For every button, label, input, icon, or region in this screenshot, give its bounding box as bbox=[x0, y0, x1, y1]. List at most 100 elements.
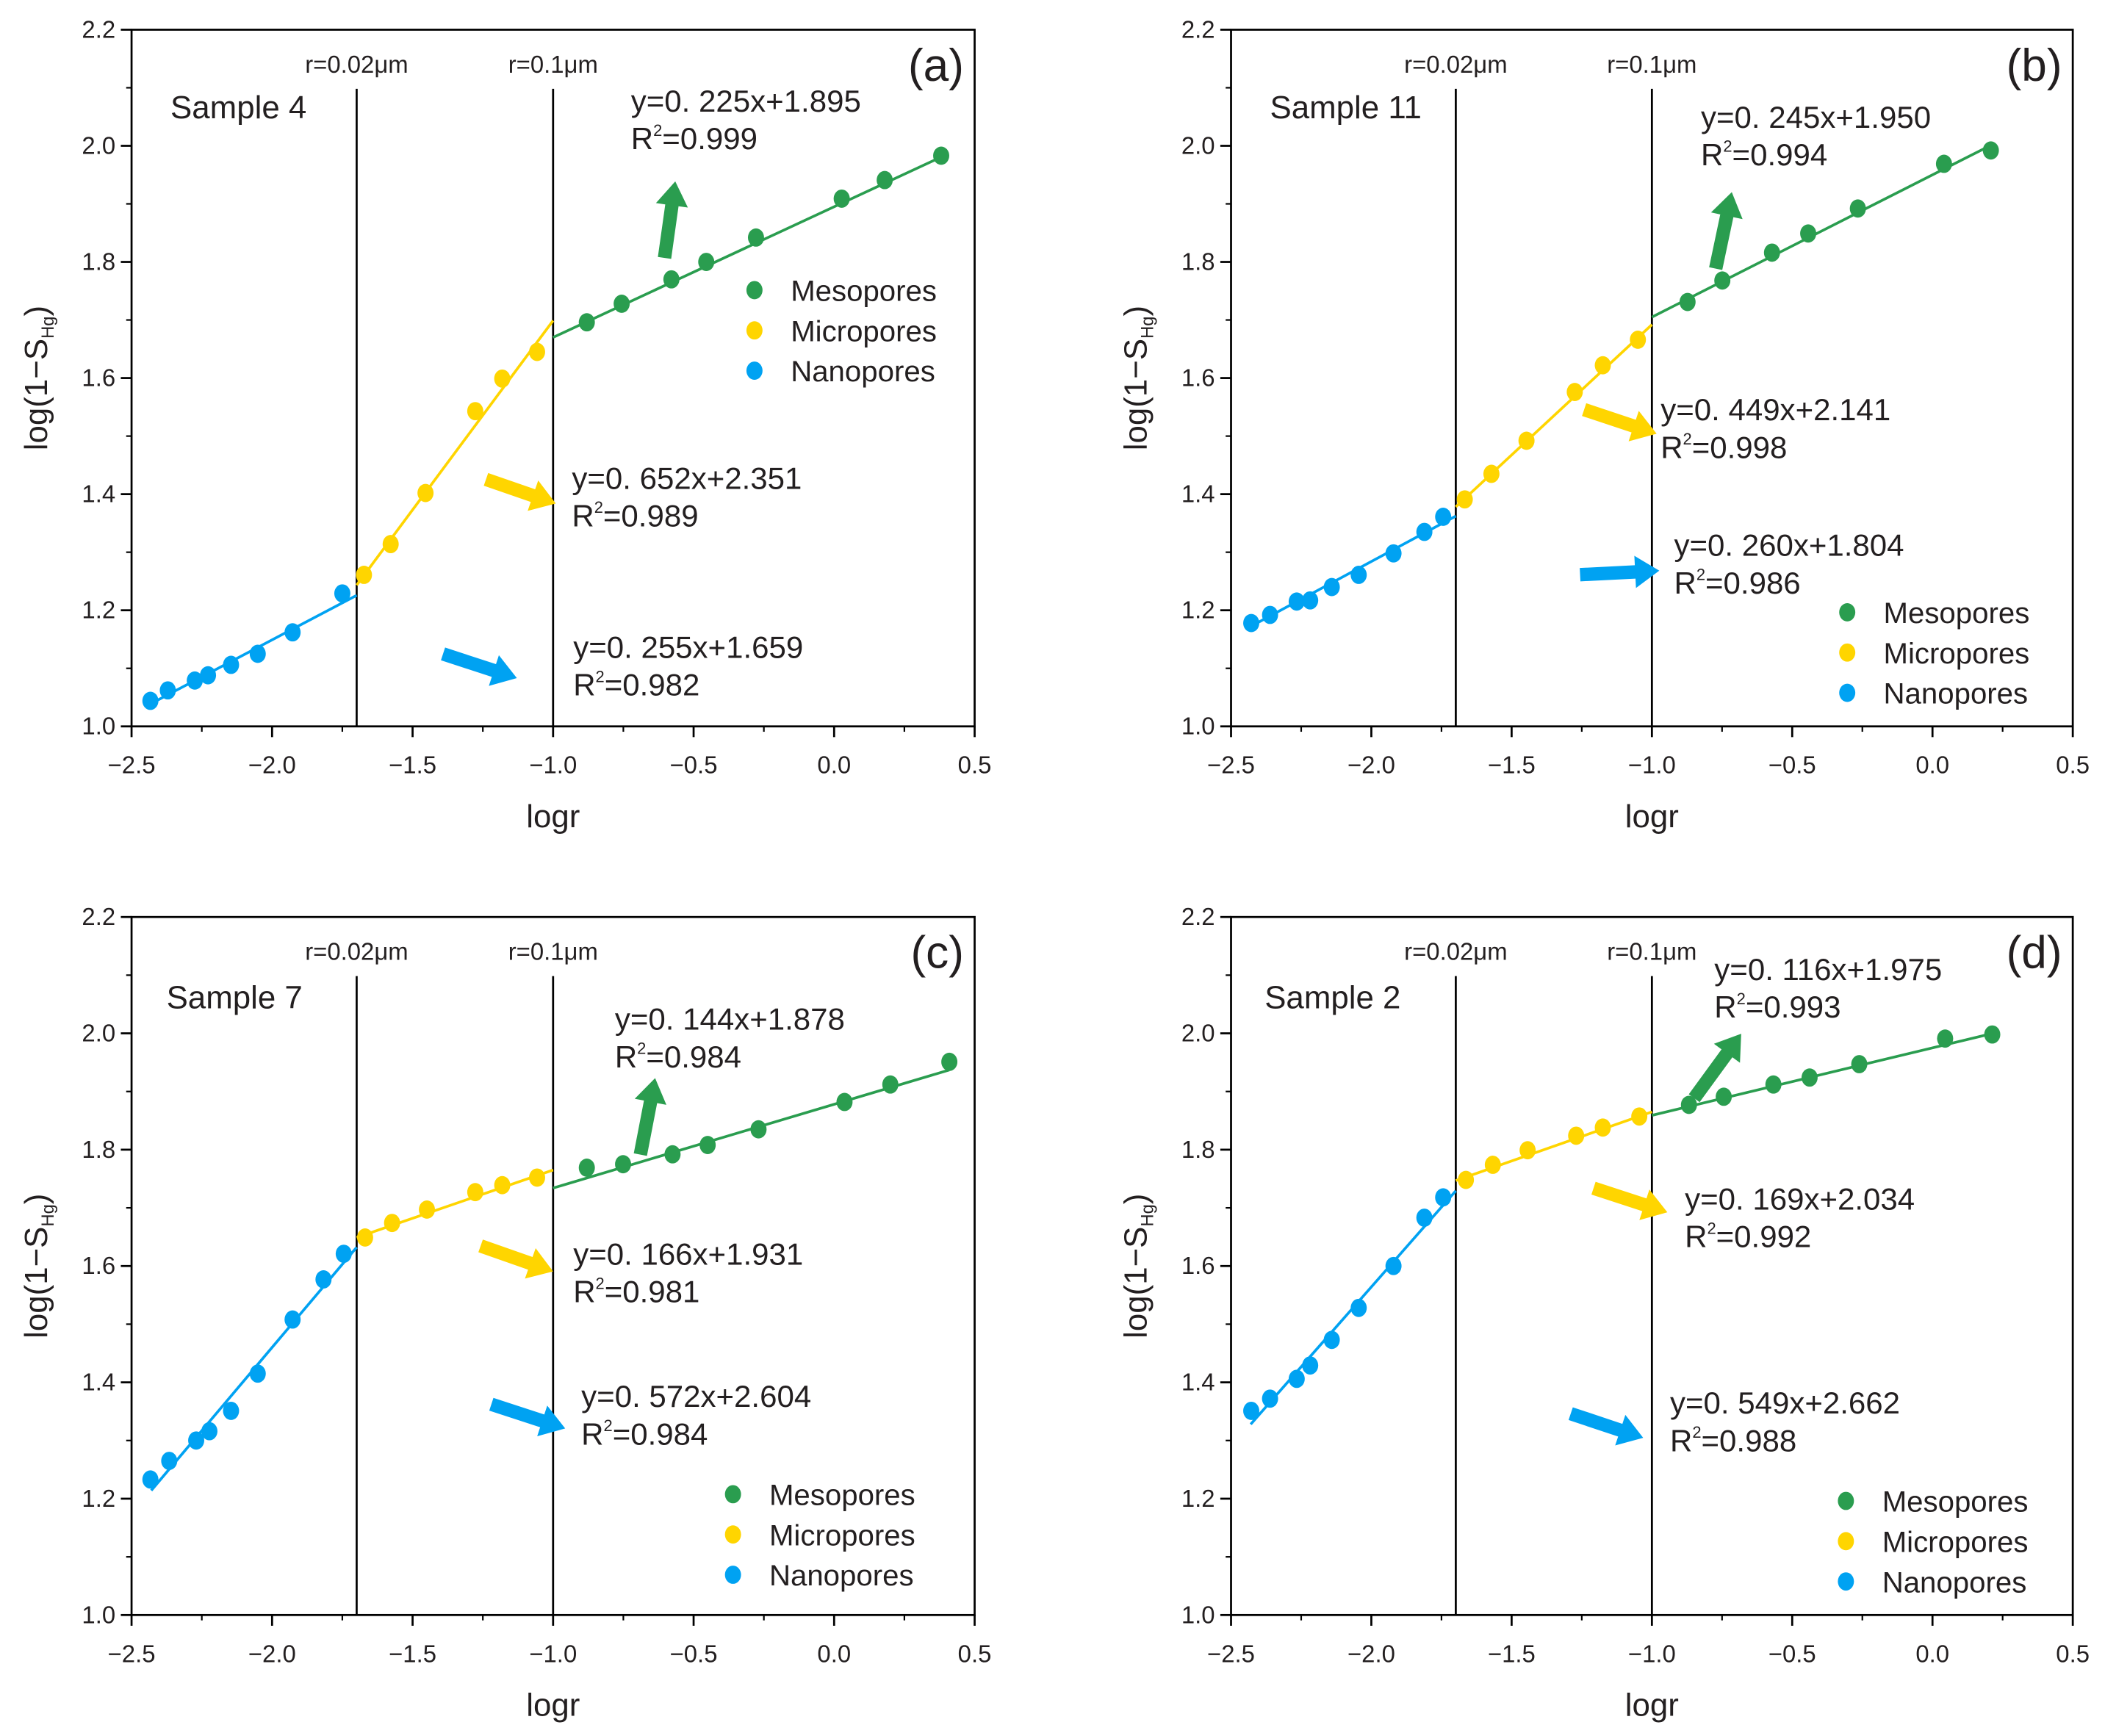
y-axis-label-end: ) bbox=[18, 306, 54, 317]
mesopores-point bbox=[615, 1155, 631, 1174]
legend-label-mesopores: Mesopores bbox=[791, 275, 937, 308]
x-tick-label: −2.0 bbox=[1347, 1640, 1395, 1667]
legend-label-micropores: Micropores bbox=[1884, 637, 2030, 670]
sample-label: Sample 2 bbox=[1264, 979, 1400, 1015]
legend-label-nanopores: Nanopores bbox=[1884, 677, 2029, 710]
nanopores-arrow-icon bbox=[489, 1397, 566, 1436]
r2-superscript: 2 bbox=[604, 1416, 613, 1435]
mesopores-equation: y=0. 225x+1.895 bbox=[631, 84, 861, 118]
r2-superscript: 2 bbox=[1683, 430, 1692, 448]
micropores-point bbox=[356, 1228, 373, 1247]
legend-marker-mesopores bbox=[1838, 1491, 1854, 1510]
legend-marker-mesopores bbox=[724, 1485, 741, 1504]
y-tick-label: 1.0 bbox=[1181, 713, 1215, 740]
y-tick-label: 1.2 bbox=[1181, 1485, 1215, 1512]
legend-label-micropores: Micropores bbox=[769, 1519, 915, 1552]
x-tick-label: 0.0 bbox=[817, 752, 851, 779]
y-tick-label: 1.4 bbox=[1181, 480, 1215, 508]
micropores-equation: y=0. 166x+1.931 bbox=[573, 1236, 803, 1271]
mesopores-point bbox=[1801, 1068, 1818, 1087]
y-tick-label: 1.0 bbox=[82, 713, 115, 740]
nanopores-point bbox=[142, 691, 159, 710]
nanopores-point bbox=[1262, 605, 1278, 624]
x-tick-label: −0.5 bbox=[1768, 1640, 1816, 1667]
y-tick-label: 1.0 bbox=[82, 1601, 115, 1628]
nanopores-point bbox=[249, 1364, 266, 1383]
nanopores-point bbox=[1385, 1256, 1402, 1275]
mesopores-r2: R2=0.984 bbox=[615, 1040, 741, 1074]
mesopores-point bbox=[941, 1052, 958, 1071]
nanopores-point bbox=[1288, 1369, 1305, 1389]
panel-label: (a) bbox=[908, 40, 964, 91]
y-axis-label: log(1−SHg) bbox=[1118, 1194, 1157, 1339]
boundary-label: r=0.02μm bbox=[305, 938, 408, 965]
y-tick-label: 1.8 bbox=[1181, 248, 1215, 275]
mesopores-equation: y=0. 116x+1.975 bbox=[1714, 952, 1942, 987]
nanopores-point bbox=[284, 1310, 301, 1329]
mesopores-point bbox=[833, 189, 850, 208]
x-tick-label: −1.5 bbox=[389, 1640, 436, 1667]
y-axis-label: log(1−SHg) bbox=[18, 306, 58, 450]
micropores-equation: y=0. 652x+2.351 bbox=[572, 461, 802, 495]
panel-label: (d) bbox=[2007, 928, 2062, 979]
nanopores-point bbox=[223, 1401, 240, 1420]
micropores-point bbox=[1458, 1170, 1475, 1189]
y-axis-label-sub: Hg bbox=[38, 317, 58, 339]
r2-value: =0.993 bbox=[1746, 990, 1841, 1024]
micropores-point bbox=[529, 342, 545, 361]
legend-label-mesopores: Mesopores bbox=[1884, 597, 2030, 630]
legend-marker-nanopores bbox=[1839, 683, 1856, 702]
r2-superscript: 2 bbox=[594, 498, 603, 516]
x-tick-label: −1.0 bbox=[529, 752, 577, 779]
x-tick-label: −1.0 bbox=[1628, 752, 1676, 779]
r2-superscript: 2 bbox=[637, 1040, 646, 1058]
y-axis-label-sub: Hg bbox=[38, 1204, 58, 1226]
mesopores-point bbox=[1679, 292, 1696, 311]
x-tick-label: −2.5 bbox=[1207, 752, 1255, 779]
nanopores-point bbox=[188, 1431, 204, 1450]
boundary-label: r=0.1μm bbox=[508, 938, 598, 965]
y-axis-label-end: ) bbox=[18, 1194, 54, 1205]
micropores-point bbox=[1483, 464, 1500, 483]
nanopores-arrow-icon bbox=[1580, 555, 1660, 588]
legend-label-nanopores: Nanopores bbox=[791, 355, 935, 388]
micropores-point bbox=[529, 1168, 545, 1187]
mesopores-point bbox=[1716, 1087, 1732, 1106]
r2-letter: R bbox=[1685, 1220, 1707, 1254]
y-axis-label-main: log(1−S bbox=[18, 339, 54, 450]
micropores-point bbox=[417, 483, 434, 503]
r2-superscript: 2 bbox=[1707, 1219, 1716, 1237]
micropores-point bbox=[1594, 1118, 1611, 1137]
x-tick-label: −2.5 bbox=[108, 752, 156, 779]
r2-superscript: 2 bbox=[596, 667, 605, 685]
micropores-point bbox=[384, 1214, 400, 1233]
y-tick-label: 1.6 bbox=[82, 1252, 115, 1279]
x-tick-label: 0.5 bbox=[2056, 1640, 2090, 1667]
mesopores-point bbox=[933, 146, 949, 165]
micropores-r2: R2=0.989 bbox=[572, 498, 698, 533]
mesopores-arrow-icon bbox=[1709, 192, 1743, 270]
mesopores-arrow-icon bbox=[1688, 1034, 1741, 1103]
micropores-r2: R2=0.992 bbox=[1685, 1219, 1811, 1253]
mesopores-point bbox=[747, 228, 764, 247]
r2-superscript: 2 bbox=[1737, 990, 1746, 1008]
mesopores-point bbox=[578, 1159, 595, 1177]
legend-marker-nanopores bbox=[724, 1566, 741, 1584]
micropores-point bbox=[419, 1200, 436, 1219]
y-tick-label: 1.8 bbox=[82, 248, 115, 275]
nanopores-point bbox=[315, 1270, 332, 1289]
nanopores-point bbox=[1288, 592, 1305, 611]
legend-label-micropores: Micropores bbox=[791, 314, 937, 347]
chart-panel-c: −2.5 −2.0 −1.5 −1.0 −0.5 0.0 0.5 1.0 1.2 1.4 1.6 1.… bbox=[18, 903, 991, 1723]
mesopores-point bbox=[1714, 271, 1731, 290]
r2-superscript: 2 bbox=[1696, 566, 1705, 584]
sample-label: Sample 7 bbox=[167, 979, 303, 1015]
micropores-point bbox=[382, 535, 399, 554]
mesopores-point bbox=[699, 1136, 716, 1154]
x-tick-label: 0.0 bbox=[817, 1640, 851, 1667]
panel-label: (c) bbox=[910, 928, 963, 979]
micropores-point bbox=[467, 402, 483, 421]
legend-marker-micropores bbox=[1838, 1532, 1854, 1551]
nanopores-equation: y=0. 260x+1.804 bbox=[1674, 528, 1904, 563]
r2-superscript: 2 bbox=[1723, 137, 1732, 156]
